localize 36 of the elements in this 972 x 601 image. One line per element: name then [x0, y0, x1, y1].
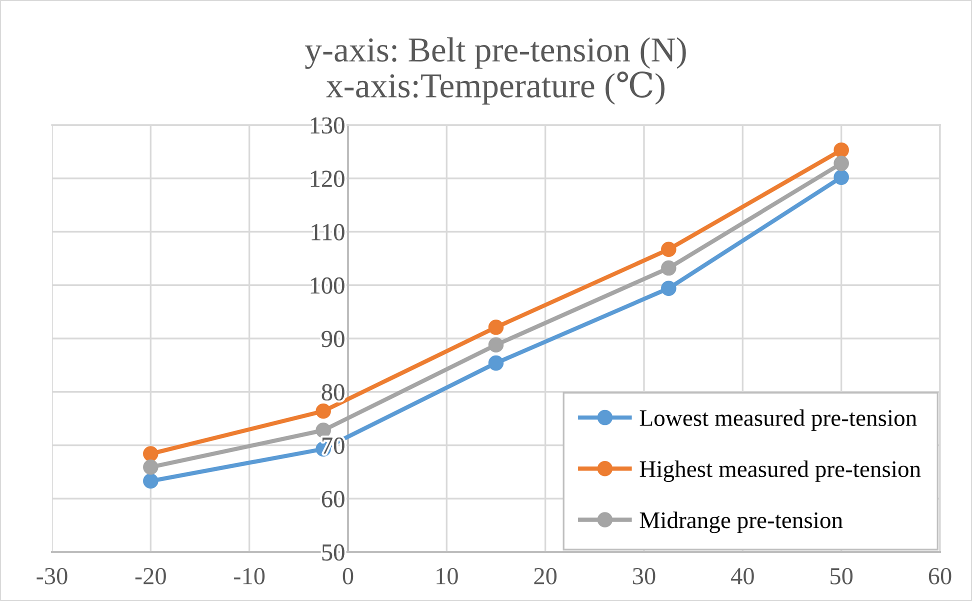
x-tick-label: 60: [928, 568, 952, 584]
y-tick-label: 120: [310, 170, 344, 188]
point: [834, 170, 849, 185]
y-tick-label: 100: [310, 277, 344, 294]
y-tick-label: 130: [310, 117, 344, 134]
point: [488, 337, 504, 353]
legend-label: Midrange pre-tension: [640, 512, 843, 534]
point: [488, 320, 504, 335]
x-tick-label: 10: [436, 568, 458, 584]
point: [661, 280, 676, 296]
point: [488, 355, 504, 371]
x-tick-label: 50: [830, 568, 853, 584]
x-tick-label: -30: [36, 568, 68, 584]
point: [316, 422, 331, 438]
y-tick-label: 60: [322, 490, 344, 508]
legend-label: Lowest measured pre-tension: [640, 409, 917, 431]
point: [834, 142, 849, 158]
point: [316, 403, 331, 419]
point: [143, 473, 158, 489]
x-tick-label: 0: [342, 568, 354, 584]
x-tick-label: -20: [135, 568, 166, 584]
y-tick-label: 90: [322, 330, 344, 348]
point: [834, 156, 849, 172]
x-tick-label: 30: [633, 568, 656, 584]
point: [661, 242, 676, 258]
y-tick-label: 80: [322, 384, 344, 401]
point: [143, 446, 158, 462]
y-tick-label: 50: [322, 544, 344, 561]
x-tick-label: -10: [234, 568, 265, 584]
x-tick-label: 20: [534, 568, 557, 584]
chart-title: y-axis: Belt pre-tension (N) x-axis:Temperature (℃): [305, 37, 686, 105]
legend-label: Highest measured pre-tension: [640, 460, 921, 482]
y-tick-label: 110: [312, 224, 344, 240]
x-tick-label: 40: [730, 568, 754, 584]
point: [143, 459, 158, 475]
point: [661, 260, 676, 276]
